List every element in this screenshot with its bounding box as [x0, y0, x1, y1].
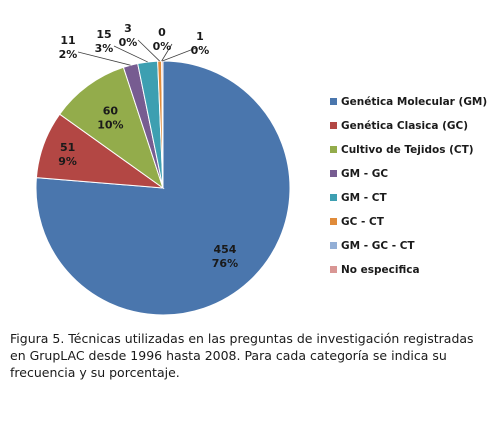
leader-line-no-especifica: [162, 47, 197, 62]
leader-line-gm-gc-ct: [161, 43, 173, 62]
legend-label-gm-ct: GM - CT: [341, 192, 387, 204]
legend-swatch-no-especifica: [330, 266, 337, 273]
legend-swatch-gen-tica-clasica-gc: [330, 122, 337, 129]
percent-label-no-especifica: 0%: [191, 44, 210, 57]
percent-label-gm-ct: 3%: [95, 42, 114, 55]
leader-line-gm-gc: [77, 51, 131, 66]
value-label-gm-gc-ct: 0: [158, 26, 166, 39]
legend-label-cultivo-de-tejidos-ct: Cultivo de Tejidos (CT): [341, 144, 474, 156]
percent-label-gen-tica-clasica-gc: 9%: [58, 155, 77, 168]
pie-slices: [35, 60, 291, 316]
value-label-no-especifica: 1: [196, 30, 204, 43]
legend-swatch-gen-tica-molecular-gm: [330, 98, 337, 105]
value-label-gm-gc: 11: [60, 34, 75, 47]
percent-label-gen-tica-molecular-gm: 76%: [212, 257, 238, 270]
legend-swatch-gm-ct: [330, 194, 337, 201]
leader-line-gm-ct: [113, 45, 148, 63]
percent-label-cultivo-de-tejidos-ct: 10%: [97, 118, 123, 131]
percent-label-gm-gc: 2%: [59, 48, 78, 61]
value-label-gen-tica-clasica-gc: 51: [60, 141, 75, 154]
percent-label-gc-ct: 0%: [119, 36, 138, 49]
legend-label-gm-gc: GM - GC: [341, 168, 388, 180]
legend: Genética Molecular (GM) Genética Clasica …: [330, 96, 487, 276]
value-label-cultivo-de-tejidos-ct: 60: [103, 104, 119, 117]
percent-label-gm-gc-ct: 0%: [153, 40, 172, 53]
legend-swatch-gm-gc-ct: [330, 242, 337, 249]
legend-swatch-gc-ct: [330, 218, 337, 225]
legend-label-gm-gc-ct: GM - GC - CT: [341, 240, 415, 252]
value-label-gen-tica-molecular-gm: 454: [213, 243, 236, 256]
figure-caption: Figura 5. Técnicas utilizadas en las pre…: [10, 331, 474, 380]
value-label-gm-ct: 15: [96, 28, 111, 41]
legend-label-no-especifica: No especifica: [341, 264, 420, 276]
leader-line-gc-ct: [137, 39, 160, 62]
legend-swatch-cultivo-de-tejidos-ct: [330, 146, 337, 153]
slice-gen-tica-molecular-gm: [35, 60, 291, 316]
legend-label-gen-tica-clasica-gc: Genética Clasica (GC): [341, 120, 468, 132]
legend-swatch-gm-gc: [330, 170, 337, 177]
value-label-gc-ct: 3: [124, 22, 132, 35]
legend-label-gen-tica-molecular-gm: Genética Molecular (GM): [341, 96, 487, 108]
legend-label-gc-ct: GC - CT: [341, 216, 385, 228]
slice-cultivo-de-tejidos-ct: [58, 66, 164, 190]
